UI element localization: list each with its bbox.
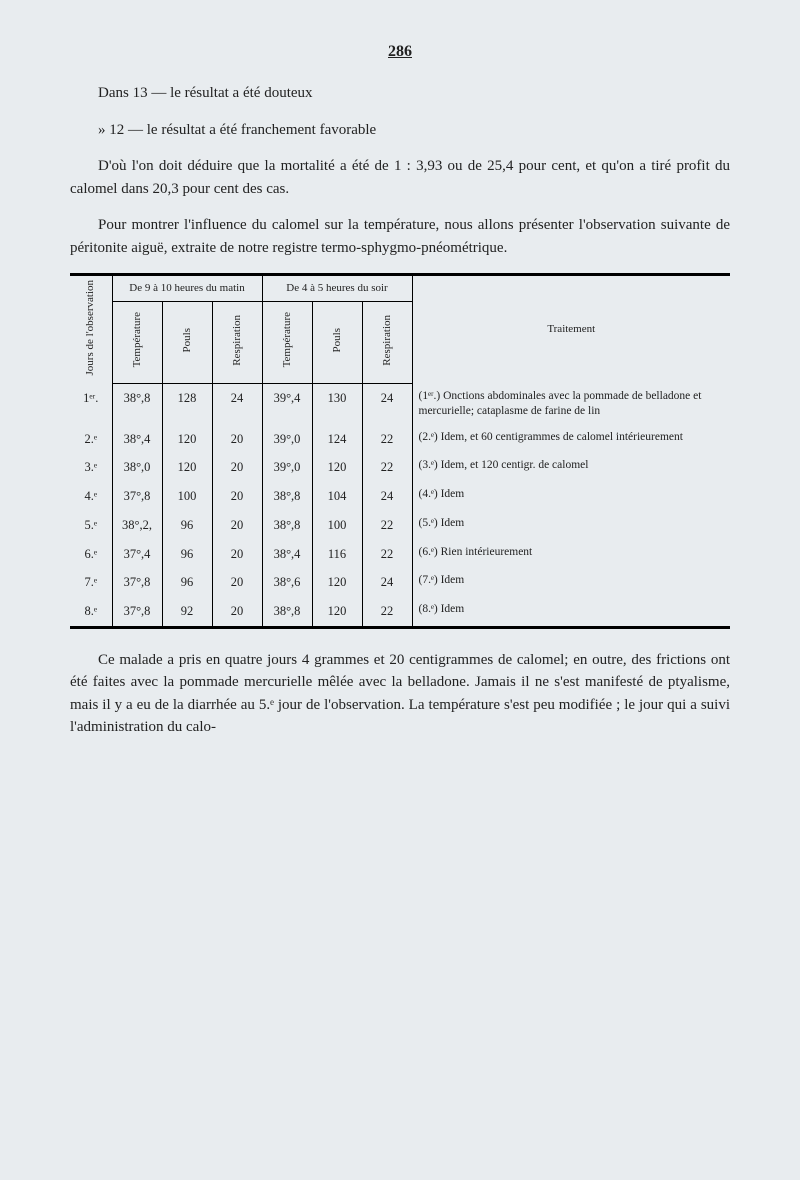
- table-row: 6.ᵉ37°,4962038°,411622(6.ᵉ) Rien intérie…: [70, 540, 730, 569]
- paragraph-2: » 12 — le résultat a été franchement fav…: [70, 119, 730, 142]
- table-cell: 124: [312, 425, 362, 454]
- table-cell: 39°,4: [262, 384, 312, 425]
- table-cell: 100: [162, 482, 212, 511]
- table-cell: 20: [212, 425, 262, 454]
- table-cell: 120: [312, 597, 362, 627]
- table-cell: 92: [162, 597, 212, 627]
- table-cell: 24: [362, 568, 412, 597]
- table-cell: 104: [312, 482, 362, 511]
- table-cell: 38°,6: [262, 568, 312, 597]
- table-cell: 8.ᵉ: [70, 597, 112, 627]
- table-cell: 22: [362, 597, 412, 627]
- table-cell: 38°,4: [262, 540, 312, 569]
- table-cell: (2.ᵉ) Idem, et 60 centigrammes de calome…: [412, 425, 730, 454]
- col-header-pouls-e: Pouls: [312, 302, 362, 384]
- table-cell: 37°,8: [112, 482, 162, 511]
- table-cell: 37°,8: [112, 597, 162, 627]
- table-cell: 22: [362, 540, 412, 569]
- table-cell: 96: [162, 540, 212, 569]
- table-row: 2.ᵉ38°,41202039°,012422(2.ᵉ) Idem, et 60…: [70, 425, 730, 454]
- table-cell: 38°,8: [262, 482, 312, 511]
- table-cell: 130: [312, 384, 362, 425]
- table-cell: 3.ᵉ: [70, 453, 112, 482]
- col-header-resp-m: Respiration: [212, 302, 262, 384]
- table-cell: 22: [362, 511, 412, 540]
- table-cell: 20: [212, 511, 262, 540]
- col-header-jours: Jours de l'observation: [70, 275, 112, 384]
- table-cell: 4.ᵉ: [70, 482, 112, 511]
- table-cell: 120: [312, 568, 362, 597]
- table-row: 1ᵉʳ.38°,81282439°,413024(1ᵉʳ.) Onctions …: [70, 384, 730, 425]
- table-cell: 24: [362, 482, 412, 511]
- paragraph-5: Ce malade a pris en quatre jours 4 gramm…: [70, 649, 730, 739]
- table-cell: 20: [212, 597, 262, 627]
- table-cell: (7.ᵉ) Idem: [412, 568, 730, 597]
- table-cell: 6.ᵉ: [70, 540, 112, 569]
- table-cell: 120: [312, 453, 362, 482]
- table-cell: 22: [362, 425, 412, 454]
- table-cell: (1ᵉʳ.) Onctions abdominales avec la pomm…: [412, 384, 730, 425]
- table-cell: 24: [362, 384, 412, 425]
- table-cell: 7.ᵉ: [70, 568, 112, 597]
- table-cell: 38°,2,: [112, 511, 162, 540]
- table-cell: 100: [312, 511, 362, 540]
- table-cell: (6.ᵉ) Rien intérieurement: [412, 540, 730, 569]
- paragraph-4: Pour montrer l'influence du calomel sur …: [70, 214, 730, 259]
- table-row: 7.ᵉ37°,8962038°,612024(7.ᵉ) Idem: [70, 568, 730, 597]
- table-cell: 22: [362, 453, 412, 482]
- table-cell: 96: [162, 511, 212, 540]
- table-cell: 96: [162, 568, 212, 597]
- col-header-treatment: Traitement: [412, 275, 730, 384]
- table-row: 5.ᵉ38°,2,962038°,810022(5.ᵉ) Idem: [70, 511, 730, 540]
- table-row: 4.ᵉ37°,81002038°,810424(4.ᵉ) Idem: [70, 482, 730, 511]
- table-cell: 116: [312, 540, 362, 569]
- table-cell: 39°,0: [262, 453, 312, 482]
- paragraph-1: Dans 13 — le résultat a été douteux: [70, 82, 730, 105]
- table-cell: 1ᵉʳ.: [70, 384, 112, 425]
- table-cell: (8.ᵉ) Idem: [412, 597, 730, 627]
- table-cell: (4.ᵉ) Idem: [412, 482, 730, 511]
- table-cell: 38°,8: [112, 384, 162, 425]
- table-cell: 24: [212, 384, 262, 425]
- table-cell: 37°,4: [112, 540, 162, 569]
- table-cell: 128: [162, 384, 212, 425]
- table-cell: 37°,8: [112, 568, 162, 597]
- table-cell: 39°,0: [262, 425, 312, 454]
- table-row: 8.ᵉ37°,8922038°,812022(8.ᵉ) Idem: [70, 597, 730, 627]
- table-cell: (5.ᵉ) Idem: [412, 511, 730, 540]
- table-cell: 38°,0: [112, 453, 162, 482]
- table-cell: 5.ᵉ: [70, 511, 112, 540]
- group-header-morning: De 9 à 10 heures du matin: [112, 275, 262, 302]
- table-cell: 20: [212, 453, 262, 482]
- table-cell: 38°,4: [112, 425, 162, 454]
- table-cell: 2.ᵉ: [70, 425, 112, 454]
- table-row: 3.ᵉ38°,01202039°,012022(3.ᵉ) Idem, et 12…: [70, 453, 730, 482]
- table-cell: 38°,8: [262, 511, 312, 540]
- table-cell: 20: [212, 540, 262, 569]
- paragraph-3: D'où l'on doit déduire que la mortalité …: [70, 155, 730, 200]
- col-header-temp-m: Température: [112, 302, 162, 384]
- observation-table: Jours de l'observation De 9 à 10 heures …: [70, 273, 730, 629]
- table-cell: (3.ᵉ) Idem, et 120 centigr. de calomel: [412, 453, 730, 482]
- page-number: 286: [70, 40, 730, 64]
- table-cell: 20: [212, 568, 262, 597]
- col-header-pouls-m: Pouls: [162, 302, 212, 384]
- col-header-resp-e: Respiration: [362, 302, 412, 384]
- table-cell: 20: [212, 482, 262, 511]
- group-header-evening: De 4 à 5 heures du soir: [262, 275, 412, 302]
- col-header-temp-e: Température: [262, 302, 312, 384]
- table-cell: 120: [162, 453, 212, 482]
- table-cell: 38°,8: [262, 597, 312, 627]
- table-cell: 120: [162, 425, 212, 454]
